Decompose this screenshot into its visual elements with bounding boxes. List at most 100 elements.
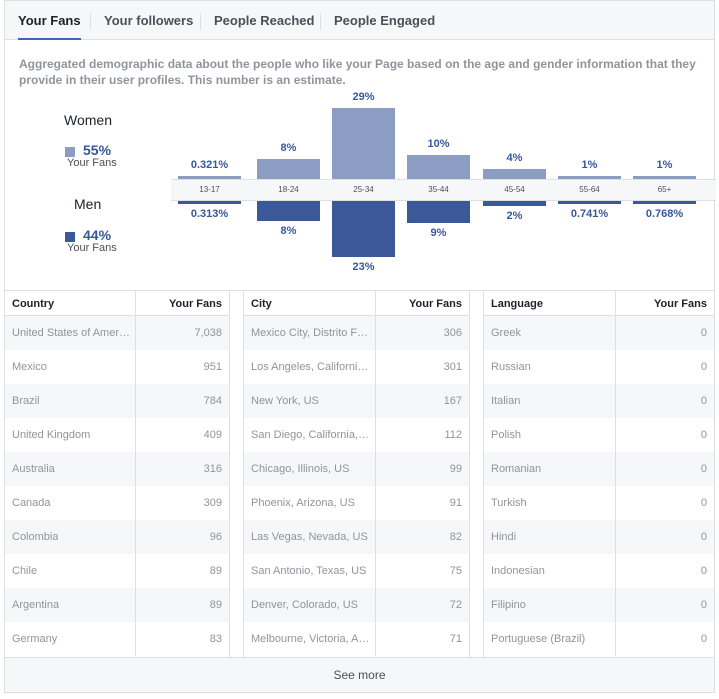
table-row: San Antonio, Texas, US 75 — [244, 554, 469, 588]
city-table: City Your Fans Mexico City, Distrito Fe...… — [244, 291, 469, 656]
table-row: Las Vegas, Nevada, US 82 — [244, 520, 469, 554]
tab-your-fans[interactable]: Your Fans — [18, 1, 81, 40]
men-bar[interactable] — [558, 201, 621, 204]
men-bar[interactable] — [257, 201, 320, 221]
women-value-label: 0.321% — [190, 159, 229, 171]
column-header-country[interactable]: Country — [12, 298, 55, 310]
column-header-your-fans[interactable]: Your Fans — [409, 298, 462, 310]
row-name: United States of America — [12, 327, 130, 339]
column-divider — [135, 291, 136, 316]
women-bar[interactable] — [483, 169, 546, 179]
table-row: Filipino 0 — [484, 588, 714, 622]
see-more-button[interactable]: See more — [5, 657, 714, 692]
table-row: Italian 0 — [484, 384, 714, 418]
row-fan-count: 306 — [443, 327, 462, 339]
age-tick-label: 13-17 — [199, 185, 220, 194]
column-header-your-fans[interactable]: Your Fans — [169, 298, 222, 310]
row-fan-count: 83 — [209, 633, 222, 645]
column-divider — [375, 316, 376, 350]
description-text: Aggregated demographic data about the pe… — [19, 57, 696, 87]
tab-divider — [90, 13, 91, 30]
column-divider — [135, 418, 136, 452]
tab-divider — [200, 13, 201, 30]
row-name: Portuguese (Brazil) — [491, 633, 586, 645]
column-divider — [615, 486, 616, 520]
row-fan-count: 167 — [443, 395, 462, 407]
men-value-label: 2% — [506, 209, 523, 222]
column-divider — [135, 452, 136, 486]
women-value-label: 4% — [506, 152, 523, 165]
row-name: Brazil — [12, 395, 40, 407]
row-fan-count: 0 — [700, 565, 707, 577]
column-divider — [135, 384, 136, 418]
table-row: Germany 83 — [5, 622, 229, 656]
table-row: Phoenix, Arizona, US 91 — [244, 486, 469, 520]
column-divider — [615, 554, 616, 588]
men-bar[interactable] — [633, 201, 696, 204]
table-header: Country Your Fans — [5, 291, 229, 316]
legend-women-label: Women — [64, 112, 112, 128]
age-tick-label: 18-24 — [278, 185, 299, 194]
column-divider — [375, 588, 376, 622]
column-divider — [375, 520, 376, 554]
tab-divider — [320, 13, 321, 30]
column-divider — [135, 316, 136, 350]
men-bar[interactable] — [407, 201, 470, 224]
row-name: Denver, Colorado, US — [251, 599, 358, 611]
column-divider — [615, 291, 616, 316]
row-name: Phoenix, Arizona, US — [251, 497, 355, 509]
table-row: Chicago, Illinois, US 99 — [244, 452, 469, 486]
men-bar[interactable] — [332, 201, 395, 258]
row-name: Los Angeles, California... — [251, 361, 370, 373]
tab-your-followers[interactable]: Your followers — [104, 13, 194, 28]
column-divider — [615, 384, 616, 418]
age-axis-band — [171, 179, 716, 201]
women-bar[interactable] — [178, 176, 241, 179]
women-swatch-icon — [65, 147, 75, 157]
table-row: Polish 0 — [484, 418, 714, 452]
table-row: Turkish 0 — [484, 486, 714, 520]
women-value-label: 1% — [656, 159, 673, 171]
women-bar[interactable] — [257, 159, 320, 179]
women-bar[interactable] — [407, 154, 470, 179]
row-fan-count: 309 — [203, 497, 222, 509]
men-value-label: 9% — [430, 227, 447, 240]
column-divider — [375, 350, 376, 384]
legend-women-sub: Your Fans — [67, 157, 117, 169]
tab-people-engaged[interactable]: People Engaged — [334, 13, 436, 28]
men-bar[interactable] — [178, 201, 241, 204]
women-bar[interactable] — [558, 176, 621, 179]
column-divider — [375, 384, 376, 418]
row-fan-count: 75 — [449, 565, 462, 577]
tab-bar: Your Fans Your followers People Reached … — [5, 1, 714, 40]
column-header-city[interactable]: City — [251, 298, 272, 310]
women-bar[interactable] — [332, 108, 395, 179]
column-header-language[interactable]: Language — [491, 298, 543, 310]
age-tick-label: 55-64 — [579, 185, 600, 194]
column-divider — [135, 622, 136, 656]
row-name: Italian — [491, 395, 521, 407]
women-bar[interactable] — [633, 176, 696, 179]
row-name: Filipino — [491, 599, 526, 611]
row-fan-count: 0 — [700, 395, 707, 407]
table-row: Romanian 0 — [484, 452, 714, 486]
table-gutter — [229, 291, 244, 658]
country-table: Country Your Fans United States of America… — [5, 291, 229, 656]
men-bar[interactable] — [483, 201, 546, 206]
column-divider — [375, 486, 376, 520]
fans-panel: Your Fans Your followers People Reached … — [4, 0, 716, 693]
row-name: Mexico City, Distrito Fe... — [251, 327, 370, 339]
table-row: Brazil 784 — [5, 384, 229, 418]
tab-people-reached[interactable]: People Reached — [214, 13, 315, 28]
column-divider — [615, 350, 616, 384]
age-tick-label: 65+ — [657, 185, 672, 194]
women-value-label: 29% — [352, 91, 375, 103]
column-divider — [375, 418, 376, 452]
column-header-your-fans[interactable]: Your Fans — [654, 298, 707, 310]
column-divider — [375, 452, 376, 486]
column-divider — [615, 622, 616, 656]
table-row: Australia 316 — [5, 452, 229, 486]
table-row: New York, US 167 — [244, 384, 469, 418]
row-fan-count: 316 — [203, 463, 222, 475]
column-divider — [135, 554, 136, 588]
